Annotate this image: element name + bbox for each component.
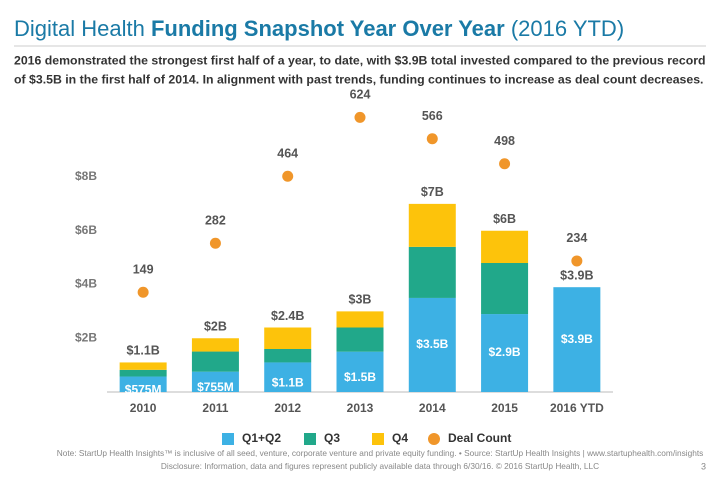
legend-swatch: [428, 433, 440, 445]
segment-label: $3.9B: [561, 332, 593, 346]
bar-segment: [553, 287, 601, 392]
deal-count-label: 282: [205, 214, 226, 228]
subtitle: 2016 demonstrated the strongest first ha…: [14, 53, 706, 67]
bar-segment: [264, 362, 312, 392]
x-tick-label: 2015: [491, 401, 518, 415]
x-tick-label: 2010: [130, 401, 157, 415]
bar-segment: [119, 376, 167, 392]
page-number: 3: [701, 461, 706, 471]
bar-segment: [191, 371, 239, 392]
deal-count-dot: [354, 111, 366, 123]
bar-segment: [481, 263, 529, 315]
bar-segment: [264, 349, 312, 363]
deal-count-dot: [209, 237, 221, 249]
x-tick-label: 2011: [202, 401, 228, 415]
total-label: $3.9B: [560, 268, 593, 282]
total-label: $2.4B: [271, 309, 304, 323]
deal-count-label: 624: [350, 88, 371, 102]
deal-count-label: 149: [133, 263, 154, 277]
deal-count-dot: [426, 133, 438, 145]
bar-segment: [191, 351, 239, 372]
segment-label: $2.9B: [489, 345, 521, 359]
deal-count-dot: [499, 158, 511, 170]
y-tick-label: $8B: [75, 169, 97, 183]
deal-count-dot: [282, 170, 294, 182]
legend-swatch: [222, 433, 234, 445]
bar-segment: [408, 297, 456, 392]
total-label: $3B: [349, 293, 372, 307]
x-tick-label: 2014: [419, 401, 446, 415]
legend-label: Q4: [392, 431, 408, 445]
segment-label: $1.5B: [344, 370, 376, 384]
legend-swatch: [304, 433, 316, 445]
legend-label: Q1+Q2: [242, 431, 281, 445]
segment-label: $1.1B: [272, 375, 304, 389]
y-tick-label: $2B: [75, 330, 97, 344]
bar-segment: [408, 246, 456, 298]
x-tick-label: 2012: [274, 401, 301, 415]
deal-count-label: 234: [566, 231, 587, 245]
total-label: $6B: [493, 212, 516, 226]
total-label: $7B: [421, 185, 444, 199]
footnote: Note: StartUp Health Insights™ is inclus…: [57, 448, 704, 458]
title-part: Funding Snapshot Year Over Year: [151, 16, 505, 41]
y-tick-label: $6B: [75, 223, 97, 237]
y-tick-label: $4B: [75, 277, 97, 291]
x-tick-label: 2013: [347, 401, 374, 415]
deal-count-label: 498: [494, 134, 515, 148]
legend-label: Deal Count: [448, 431, 511, 445]
total-label: $1.1B: [126, 344, 159, 358]
bar-segment: [408, 203, 456, 247]
segment-label: $575M: [125, 382, 162, 396]
footnote: Disclosure: Information, data and figure…: [161, 461, 599, 471]
bar-segment: [336, 311, 384, 328]
bar-segment: [264, 327, 312, 349]
deal-count-dot: [571, 255, 583, 267]
segment-label: $755M: [197, 380, 234, 394]
title-part: Digital Health: [14, 16, 151, 41]
segment-label: $3.5B: [416, 337, 448, 351]
deal-count-label: 464: [277, 147, 298, 161]
subtitle: of $3.5B in the first half of 2014. In a…: [14, 72, 703, 86]
legend-swatch: [372, 433, 384, 445]
legend-label: Q3: [324, 431, 340, 445]
bar-segment: [481, 230, 529, 263]
bar-segment: [191, 338, 239, 352]
deal-count-dot: [137, 286, 149, 298]
bar-segment: [481, 314, 529, 392]
title-part: (2016 YTD): [505, 16, 624, 41]
chart-title: Digital Health Funding Snapshot Year Ove…: [14, 16, 624, 41]
bar-segment: [336, 327, 384, 352]
bar-segment: [336, 351, 384, 392]
bar-segment: [119, 369, 167, 377]
bar-segment: [119, 362, 167, 370]
deal-count-label: 566: [422, 109, 443, 123]
x-tick-label: 2016 YTD: [550, 401, 604, 415]
total-label: $2B: [204, 320, 227, 334]
